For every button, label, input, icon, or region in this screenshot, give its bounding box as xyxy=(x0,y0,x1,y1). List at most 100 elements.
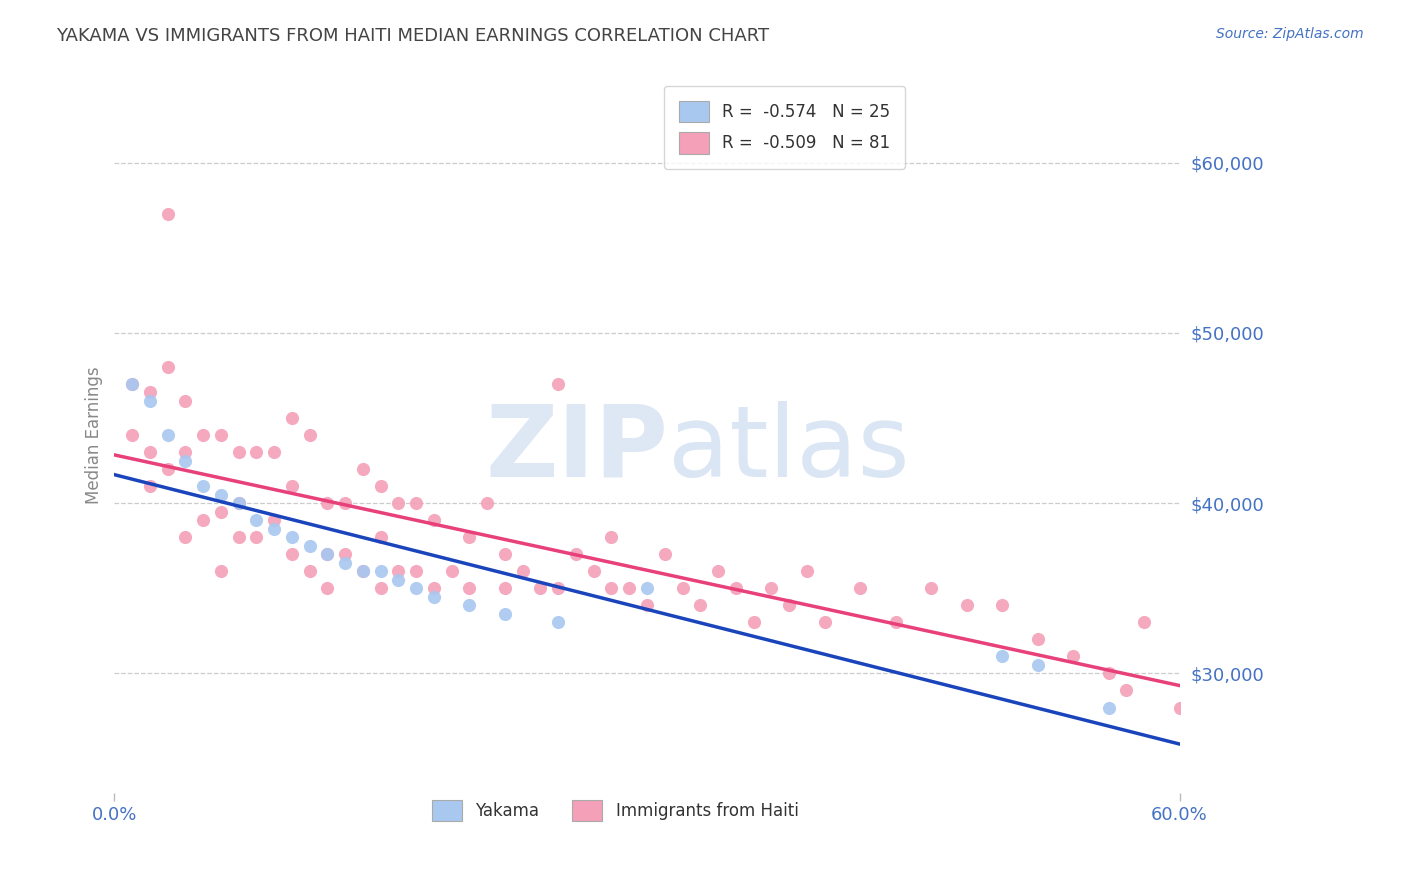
Point xyxy=(458,530,481,544)
Point xyxy=(316,547,339,561)
Point xyxy=(228,496,250,510)
Point xyxy=(281,411,304,425)
Point xyxy=(654,547,676,561)
Point xyxy=(689,599,711,613)
Point xyxy=(209,428,232,442)
Point xyxy=(263,445,285,459)
Point xyxy=(139,394,162,409)
Point xyxy=(600,582,623,596)
Point xyxy=(335,496,357,510)
Point xyxy=(370,564,392,578)
Point xyxy=(193,513,215,527)
Point xyxy=(281,530,304,544)
Point xyxy=(494,607,516,621)
Point xyxy=(370,582,392,596)
Point xyxy=(209,488,232,502)
Point xyxy=(193,428,215,442)
Point xyxy=(458,582,481,596)
Point xyxy=(298,428,321,442)
Point xyxy=(298,564,321,578)
Point xyxy=(316,582,339,596)
Point xyxy=(761,582,783,596)
Point xyxy=(228,496,250,510)
Point xyxy=(174,530,197,544)
Point xyxy=(335,547,357,561)
Point xyxy=(352,564,374,578)
Text: Source: ZipAtlas.com: Source: ZipAtlas.com xyxy=(1216,27,1364,41)
Text: YAKAMA VS IMMIGRANTS FROM HAITI MEDIAN EARNINGS CORRELATION CHART: YAKAMA VS IMMIGRANTS FROM HAITI MEDIAN E… xyxy=(56,27,769,45)
Point xyxy=(423,590,446,604)
Point xyxy=(1097,700,1119,714)
Point xyxy=(1062,649,1084,664)
Point xyxy=(121,376,143,391)
Point xyxy=(955,599,977,613)
Point xyxy=(352,564,374,578)
Point xyxy=(228,530,250,544)
Point xyxy=(193,479,215,493)
Point xyxy=(405,582,427,596)
Point xyxy=(316,496,339,510)
Point xyxy=(156,462,179,476)
Point xyxy=(991,649,1014,664)
Point xyxy=(477,496,499,510)
Point xyxy=(1097,666,1119,681)
Point xyxy=(778,599,800,613)
Point xyxy=(228,445,250,459)
Point xyxy=(352,462,374,476)
Point xyxy=(582,564,605,578)
Point xyxy=(174,445,197,459)
Point xyxy=(335,556,357,570)
Point xyxy=(849,582,872,596)
Point xyxy=(423,582,446,596)
Point xyxy=(1115,683,1137,698)
Point xyxy=(671,582,693,596)
Point xyxy=(547,376,569,391)
Point xyxy=(281,547,304,561)
Point xyxy=(1026,632,1049,647)
Point xyxy=(1133,615,1156,630)
Point xyxy=(370,479,392,493)
Point xyxy=(512,564,534,578)
Point xyxy=(920,582,942,596)
Legend: Yakama, Immigrants from Haiti: Yakama, Immigrants from Haiti xyxy=(418,787,811,834)
Point xyxy=(174,453,197,467)
Text: atlas: atlas xyxy=(668,401,910,498)
Point xyxy=(209,564,232,578)
Point xyxy=(139,385,162,400)
Point xyxy=(263,522,285,536)
Point xyxy=(316,547,339,561)
Point xyxy=(263,513,285,527)
Point xyxy=(298,539,321,553)
Point xyxy=(440,564,463,578)
Point xyxy=(742,615,765,630)
Point xyxy=(156,359,179,374)
Point xyxy=(174,394,197,409)
Point xyxy=(636,599,658,613)
Point xyxy=(139,445,162,459)
Text: ZIP: ZIP xyxy=(485,401,668,498)
Point xyxy=(405,496,427,510)
Point xyxy=(405,564,427,578)
Point xyxy=(370,530,392,544)
Point xyxy=(245,513,267,527)
Point xyxy=(600,530,623,544)
Point xyxy=(707,564,730,578)
Point xyxy=(991,599,1014,613)
Point xyxy=(156,207,179,221)
Point xyxy=(1026,657,1049,672)
Point xyxy=(387,496,409,510)
Point xyxy=(565,547,588,561)
Point xyxy=(796,564,818,578)
Point xyxy=(423,513,446,527)
Point xyxy=(121,376,143,391)
Point xyxy=(156,428,179,442)
Point xyxy=(139,479,162,493)
Point xyxy=(619,582,641,596)
Point xyxy=(458,599,481,613)
Point xyxy=(636,582,658,596)
Point xyxy=(547,582,569,596)
Point xyxy=(494,582,516,596)
Y-axis label: Median Earnings: Median Earnings xyxy=(86,367,103,504)
Point xyxy=(121,428,143,442)
Point xyxy=(724,582,747,596)
